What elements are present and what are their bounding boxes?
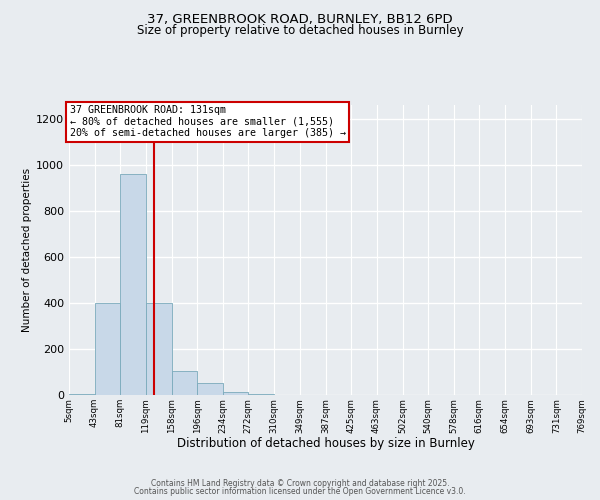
X-axis label: Distribution of detached houses by size in Burnley: Distribution of detached houses by size … <box>176 437 475 450</box>
Text: Contains HM Land Registry data © Crown copyright and database right 2025.: Contains HM Land Registry data © Crown c… <box>151 478 449 488</box>
Bar <box>172 371 197 395</box>
Y-axis label: Number of detached properties: Number of detached properties <box>22 168 32 332</box>
Bar <box>197 384 223 395</box>
Bar <box>95 303 120 395</box>
Text: Contains public sector information licensed under the Open Government Licence v3: Contains public sector information licen… <box>134 487 466 496</box>
Bar <box>69 394 95 395</box>
Text: 37 GREENBROOK ROAD: 131sqm
← 80% of detached houses are smaller (1,555)
20% of s: 37 GREENBROOK ROAD: 131sqm ← 80% of deta… <box>70 105 346 138</box>
Text: 37, GREENBROOK ROAD, BURNLEY, BB12 6PD: 37, GREENBROOK ROAD, BURNLEY, BB12 6PD <box>147 12 453 26</box>
Bar <box>120 174 146 395</box>
Bar <box>248 394 274 395</box>
Bar <box>146 303 172 395</box>
Text: Size of property relative to detached houses in Burnley: Size of property relative to detached ho… <box>137 24 463 37</box>
Bar <box>223 392 248 395</box>
